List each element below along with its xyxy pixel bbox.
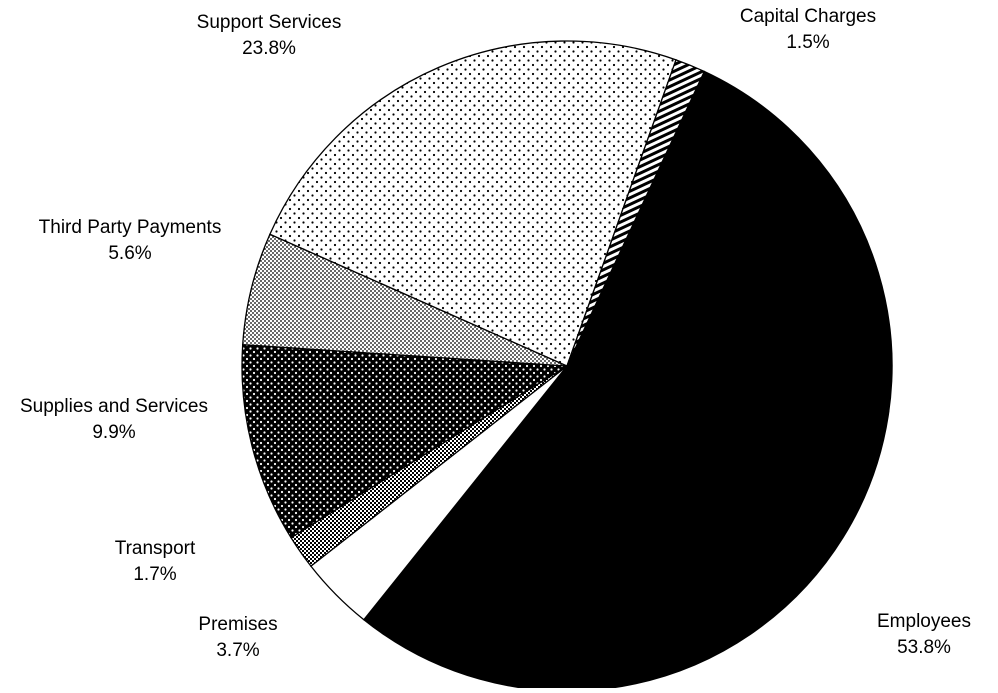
slice-label-name: Transport bbox=[115, 538, 196, 559]
pie-slices bbox=[241, 40, 893, 692]
slice-label-percent: 23.8% bbox=[242, 38, 296, 59]
pie-slice-capital-charges bbox=[566, 58, 706, 367]
slice-label-percent: 1.5% bbox=[786, 32, 829, 53]
slice-label-name: Supplies and Services bbox=[20, 396, 208, 417]
slice-label-name: Employees bbox=[877, 611, 971, 632]
slice-label-percent: 3.7% bbox=[216, 640, 259, 661]
pie-slice-supplies-and-services bbox=[241, 343, 570, 539]
slice-label-percent: 1.7% bbox=[133, 564, 176, 585]
slice-label-name: Third Party Payments bbox=[39, 217, 222, 238]
pie-slice-support-services bbox=[269, 40, 677, 367]
slice-label-name: Capital Charges bbox=[740, 6, 876, 27]
pie-slice-employees bbox=[362, 70, 893, 692]
pie-labels: Employees 53.8% Premises 3.7% Transport 1.7% S… bbox=[20, 6, 971, 661]
slice-label-percent: 53.8% bbox=[897, 637, 951, 658]
slice-label-name: Premises bbox=[198, 614, 277, 635]
slice-label-name: Support Services bbox=[197, 12, 342, 33]
slice-label-percent: 5.6% bbox=[108, 243, 151, 264]
slice-label-percent: 9.9% bbox=[92, 422, 135, 443]
